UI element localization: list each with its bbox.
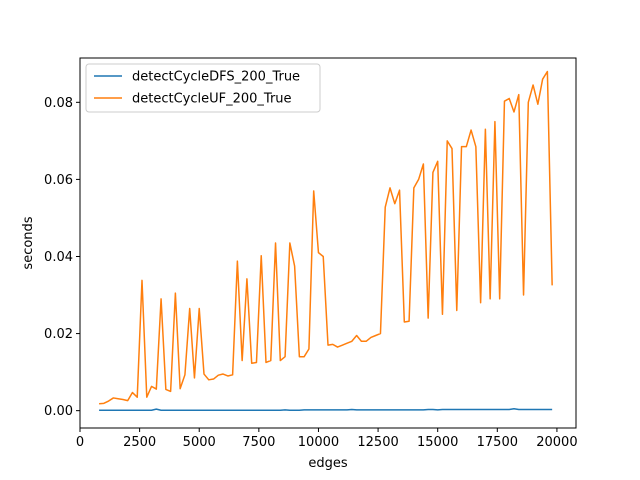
- legend-label-uf: detectCycleUF_200_True: [132, 92, 292, 107]
- plot-area: [80, 58, 576, 428]
- x-tick-label: 7500: [242, 435, 275, 450]
- y-tick-label: 0.04: [44, 250, 73, 265]
- legend-label-dfs: detectCycleDFS_200_True: [132, 70, 300, 85]
- series-line-dfs: [99, 407, 553, 412]
- series-line-uf: [99, 70, 553, 405]
- x-tick-label: 15000: [417, 435, 458, 450]
- legend: detectCycleDFS_200_True detectCycleUF_20…: [85, 63, 321, 113]
- series-layer: [99, 70, 553, 412]
- y-tick-label: 0.08: [44, 96, 73, 111]
- plot-frame: [79, 57, 577, 429]
- y-tick-label: 0.00: [44, 404, 73, 419]
- x-axis-label: edges: [308, 456, 348, 471]
- tick-layer: 0 2500 5000 7500 10000 12500 15000 17500 20000 0.…: [44, 96, 578, 450]
- y-tick-label: 0.06: [44, 173, 73, 188]
- x-tick-label: 10000: [298, 435, 339, 450]
- x-tick-label: 2500: [123, 435, 156, 450]
- x-tick-label: 0: [76, 435, 84, 450]
- y-tick-label: 0.02: [44, 327, 73, 342]
- x-tick-label: 12500: [357, 435, 398, 450]
- x-tick-label: 17500: [477, 435, 518, 450]
- x-tick-label: 20000: [536, 435, 577, 450]
- y-axis-label: seconds: [21, 216, 36, 269]
- legend-frame: [85, 63, 321, 113]
- x-tick-label: 5000: [183, 435, 216, 450]
